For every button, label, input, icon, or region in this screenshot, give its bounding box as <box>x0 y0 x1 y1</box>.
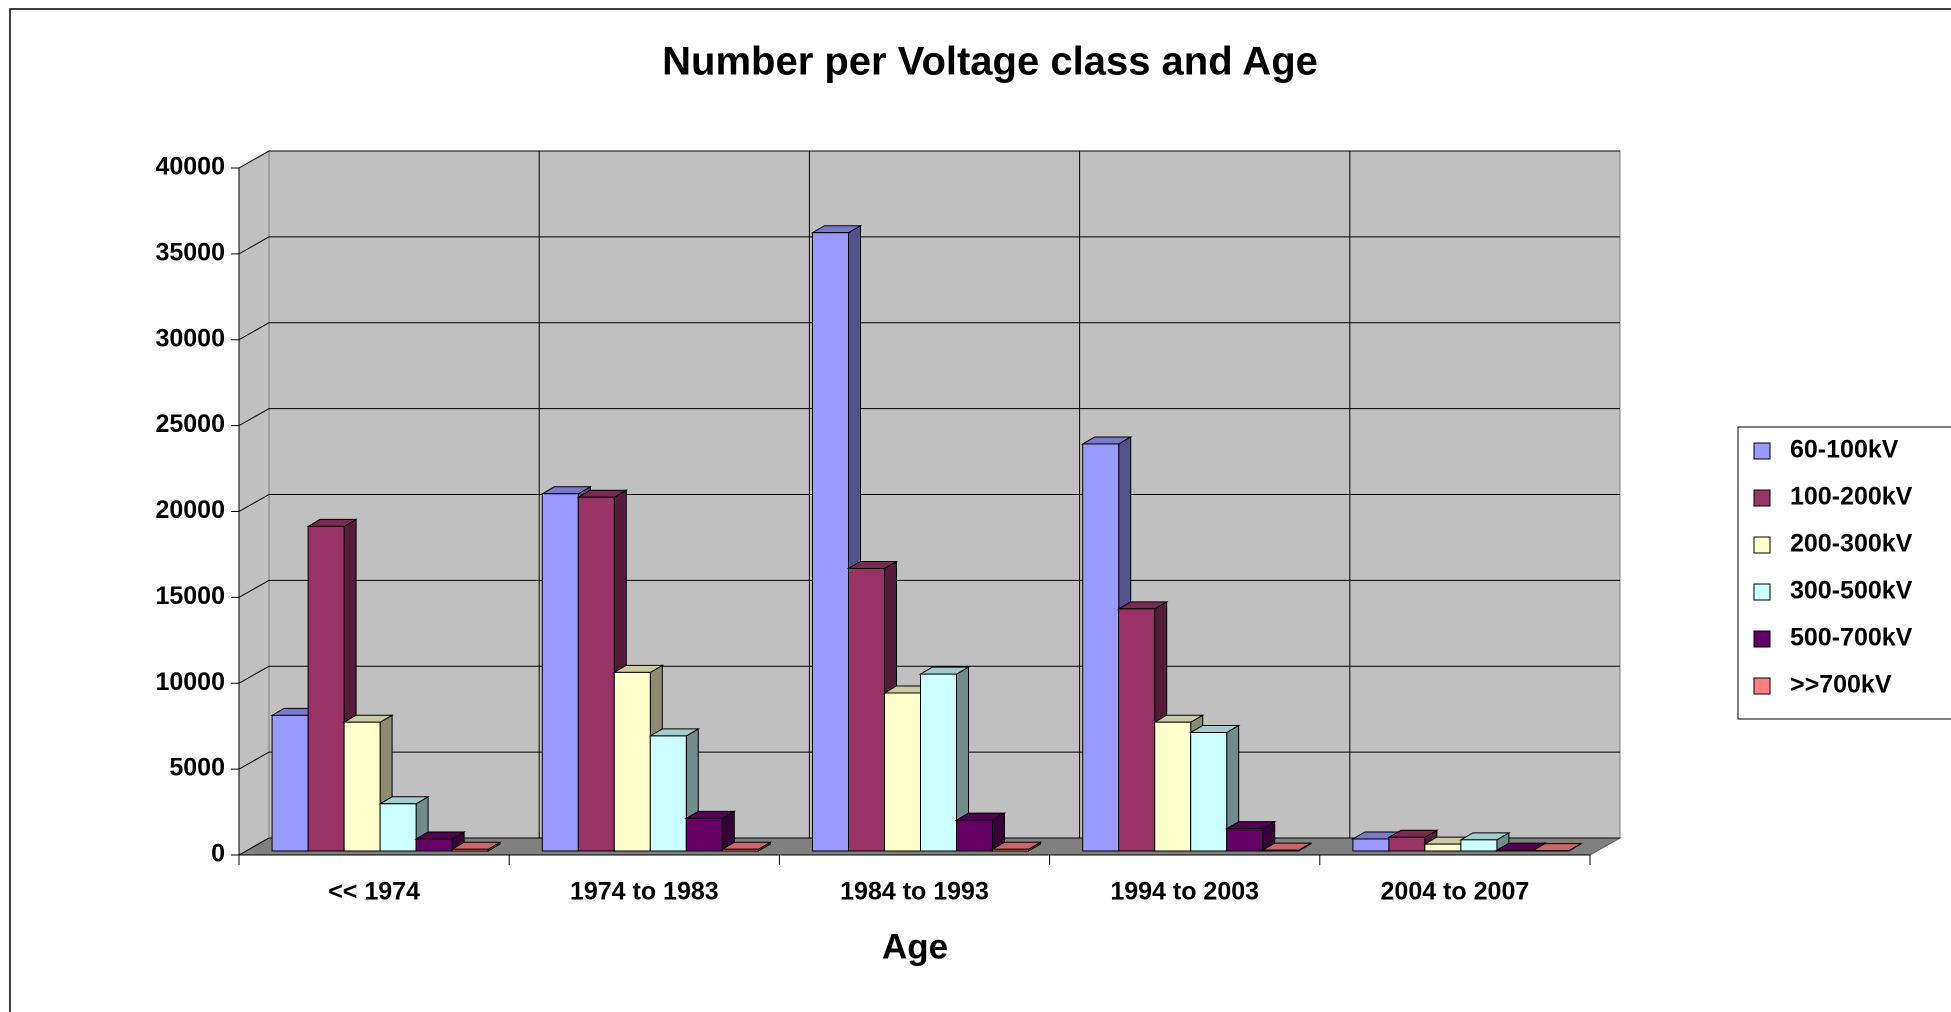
legend-label: >>700kV <box>1790 671 1892 699</box>
grid-line <box>238 665 1620 684</box>
bar-front <box>649 735 687 852</box>
grid-line <box>238 579 1620 598</box>
x-tick-label: 2004 to 2007 <box>1381 878 1530 906</box>
bar-front <box>541 493 579 852</box>
bar <box>918 666 971 852</box>
bar-front <box>577 496 615 852</box>
bar-front <box>1082 443 1120 852</box>
bar-front <box>992 848 1029 852</box>
x-tick-label: 1994 to 2003 <box>1110 878 1259 906</box>
bar-front <box>1352 838 1390 852</box>
grid-line <box>238 150 1620 169</box>
bar-front <box>956 819 993 852</box>
legend-swatch <box>1753 489 1771 507</box>
bar <box>378 795 430 852</box>
bar-front <box>812 232 849 852</box>
grid-line <box>238 236 1620 255</box>
bar <box>1188 724 1241 852</box>
legend-swatch <box>1753 630 1771 648</box>
bar-front <box>920 673 957 852</box>
chart-title: Number per Voltage class and Age <box>662 40 1318 84</box>
grid-line <box>238 494 1620 512</box>
bar-front <box>271 714 309 852</box>
legend-label: 200-300kV <box>1790 530 1913 558</box>
x-axis-label: Age <box>882 927 948 966</box>
bar <box>990 841 1043 852</box>
bar-front <box>1154 721 1192 852</box>
bar-front <box>685 817 723 852</box>
y-tick-label: 15000 <box>155 582 225 610</box>
y-tick-label: 40000 <box>155 153 225 181</box>
x-tick-label: 1984 to 1993 <box>840 878 989 906</box>
bar <box>648 728 701 852</box>
y-tick-label: 20000 <box>155 496 225 524</box>
bar-front <box>1388 836 1426 852</box>
bar-front <box>415 838 453 852</box>
bar-front <box>721 848 759 852</box>
y-tick-label: 30000 <box>155 324 225 352</box>
bar-front <box>379 803 417 852</box>
legend-label: 100-200kV <box>1790 483 1913 511</box>
y-tick-label: 0 <box>211 840 225 868</box>
y-tick-label: 25000 <box>155 410 225 438</box>
bar <box>450 841 502 852</box>
bar-front <box>1424 843 1462 852</box>
legend-swatch <box>1753 677 1771 695</box>
grid-line <box>238 408 1620 427</box>
bar <box>1260 842 1313 852</box>
y-tick-label: 35000 <box>155 238 225 266</box>
bar-front <box>1118 608 1156 852</box>
bar <box>954 812 1007 852</box>
bar-front <box>307 525 345 852</box>
legend-label: 60-100kV <box>1790 436 1899 464</box>
bar-front <box>1226 828 1264 852</box>
grid-line <box>238 322 1620 341</box>
bar <box>1459 831 1511 852</box>
bar-front <box>848 567 885 852</box>
legend-label: 500-700kV <box>1790 624 1913 652</box>
bar-front <box>343 721 381 852</box>
legend-swatch <box>1753 583 1771 601</box>
bar-front <box>1460 839 1498 852</box>
legend-box <box>1737 426 1951 720</box>
x-tick-label: << 1974 <box>328 878 420 906</box>
bar <box>720 841 773 852</box>
bar-front <box>451 848 489 852</box>
bar-front <box>1190 731 1228 852</box>
bar-front <box>884 692 921 852</box>
bar <box>1531 842 1583 852</box>
bar-front <box>1496 849 1534 852</box>
legend-swatch <box>1753 442 1771 460</box>
bar-front <box>1262 849 1300 852</box>
bar-front <box>613 671 651 852</box>
legend-label: 300-500kV <box>1790 577 1913 605</box>
legend-swatch <box>1753 536 1771 554</box>
y-tick-label: 5000 <box>169 754 225 782</box>
bar <box>684 810 737 852</box>
bar <box>1224 820 1277 852</box>
x-tick-label: 1974 to 1983 <box>570 878 719 906</box>
y-tick-label: 10000 <box>155 668 225 696</box>
